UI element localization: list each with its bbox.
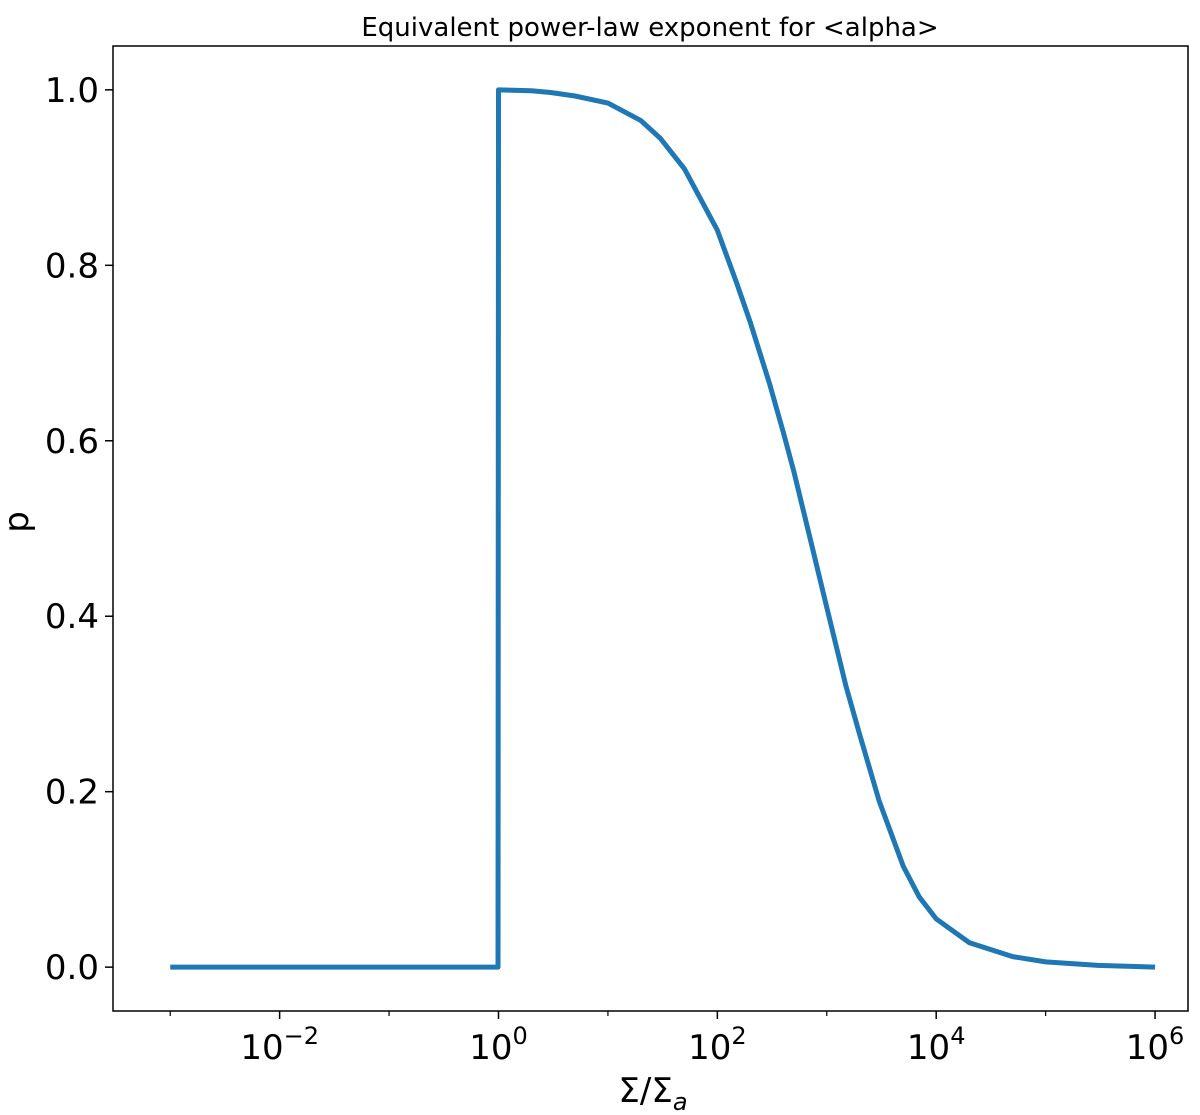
y-axis-label: p [0, 511, 37, 533]
chart-title: Equivalent power-law exponent for <alpha… [361, 13, 938, 43]
x-tick-label: 100 [469, 1022, 528, 1068]
x-tick-label: 106 [1126, 1022, 1185, 1068]
y-tick-label: 0.2 [45, 773, 99, 813]
x-tick-label: 102 [688, 1022, 747, 1068]
y-tick-label: 0.0 [45, 948, 99, 988]
series-layer [170, 87, 1156, 970]
plot-frame [112, 45, 1189, 1012]
y-tick-label: 1.0 [45, 71, 99, 111]
x-axis-label: Σ/Σa [618, 1071, 687, 1115]
x-axis: 10−2 100 102 104 106 [169, 1011, 1185, 1068]
y-axis: 0.0 0.2 0.4 0.6 0.8 1.0 [45, 71, 113, 988]
x-tick-label: 104 [907, 1022, 966, 1068]
y-tick-label: 0.8 [45, 246, 99, 286]
y-tick-label: 0.6 [45, 422, 99, 462]
y-tick-label: 0.4 [45, 597, 99, 637]
plot-area [112, 45, 1189, 1012]
series-line [170, 87, 1156, 970]
x-tick-label: 10−2 [240, 1022, 319, 1068]
